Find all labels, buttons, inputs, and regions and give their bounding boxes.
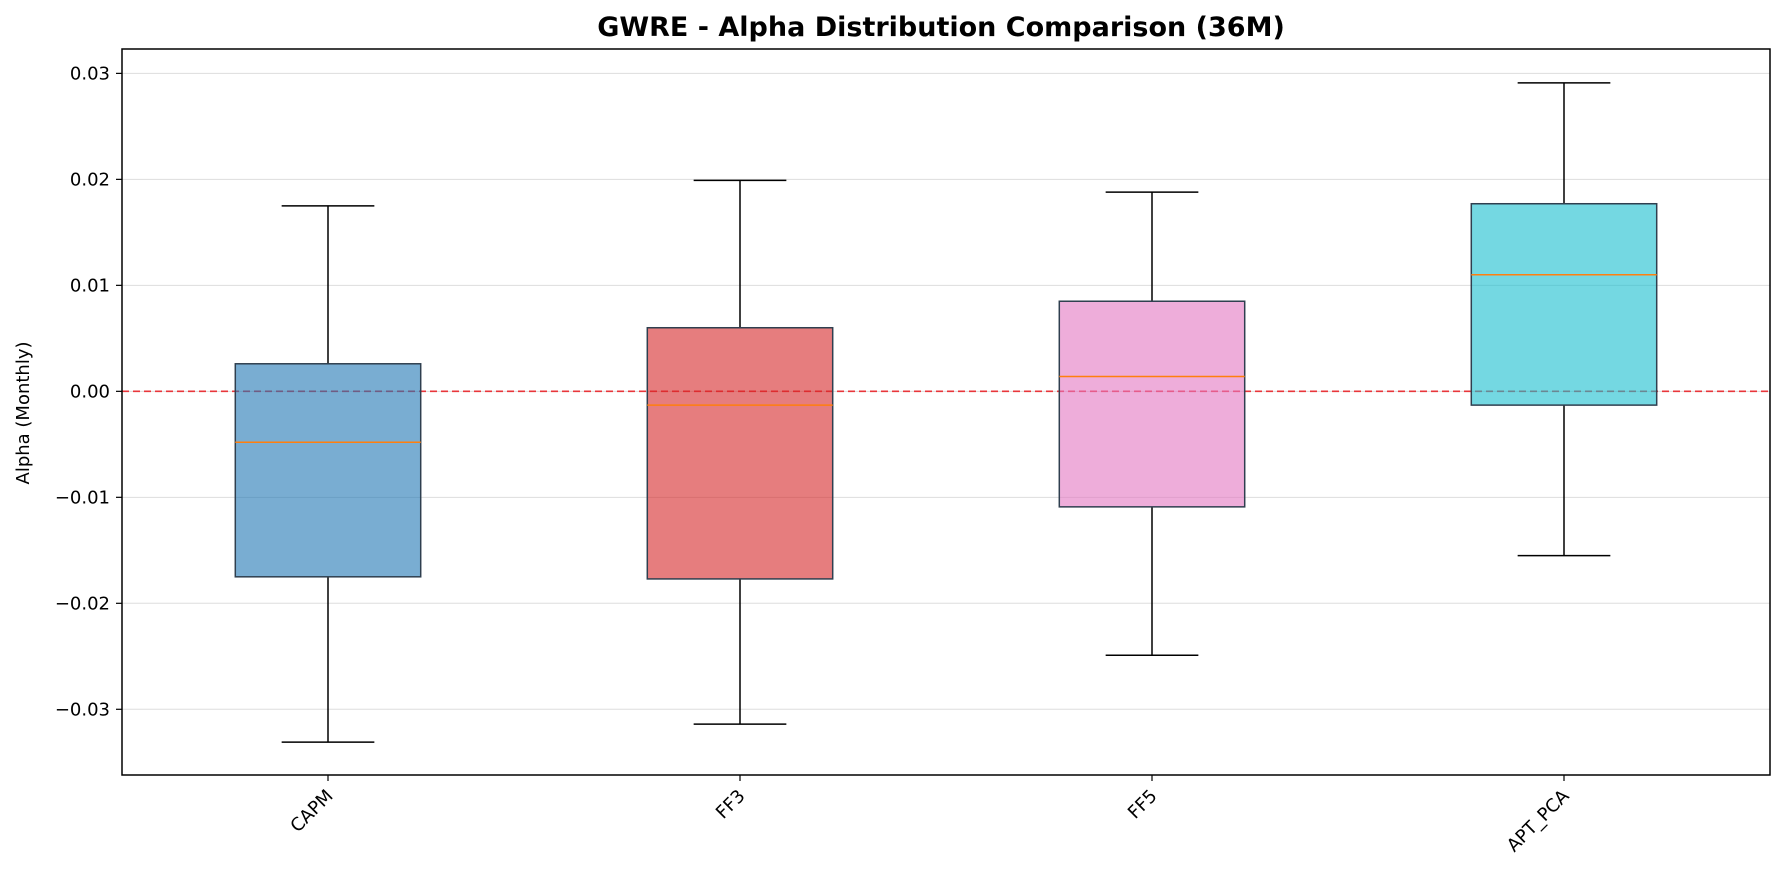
y-tick-label: −0.02: [55, 593, 110, 614]
box-ff5: [1058, 191, 1246, 656]
iqr-box: [1058, 300, 1246, 508]
y-axis-label: Alpha (Monthly): [13, 341, 34, 484]
y-tick-label: 0.02: [70, 169, 110, 190]
y-tick-label: −0.03: [55, 699, 110, 720]
box-group: [234, 82, 1658, 743]
plot-area-frame: [121, 48, 1771, 776]
y-tick-label: 0.03: [70, 63, 110, 84]
y-axis-ticks: 0.03 0.02 0.01 0.00 −0.01 −0.02 −0.03: [55, 63, 122, 720]
box-ff3: [646, 179, 834, 725]
iqr-box: [1470, 202, 1658, 406]
box-capm: [234, 205, 422, 743]
iqr-box: [234, 363, 422, 578]
y-tick-label: 0.00: [70, 381, 110, 402]
y-tick-label: −0.01: [55, 487, 110, 508]
y-tick-label: 0.01: [70, 275, 110, 296]
iqr-box: [646, 326, 834, 580]
box-apt-pca: [1470, 82, 1658, 557]
chart-title: GWRE - Alpha Distribution Comparison (36…: [597, 12, 1285, 43]
